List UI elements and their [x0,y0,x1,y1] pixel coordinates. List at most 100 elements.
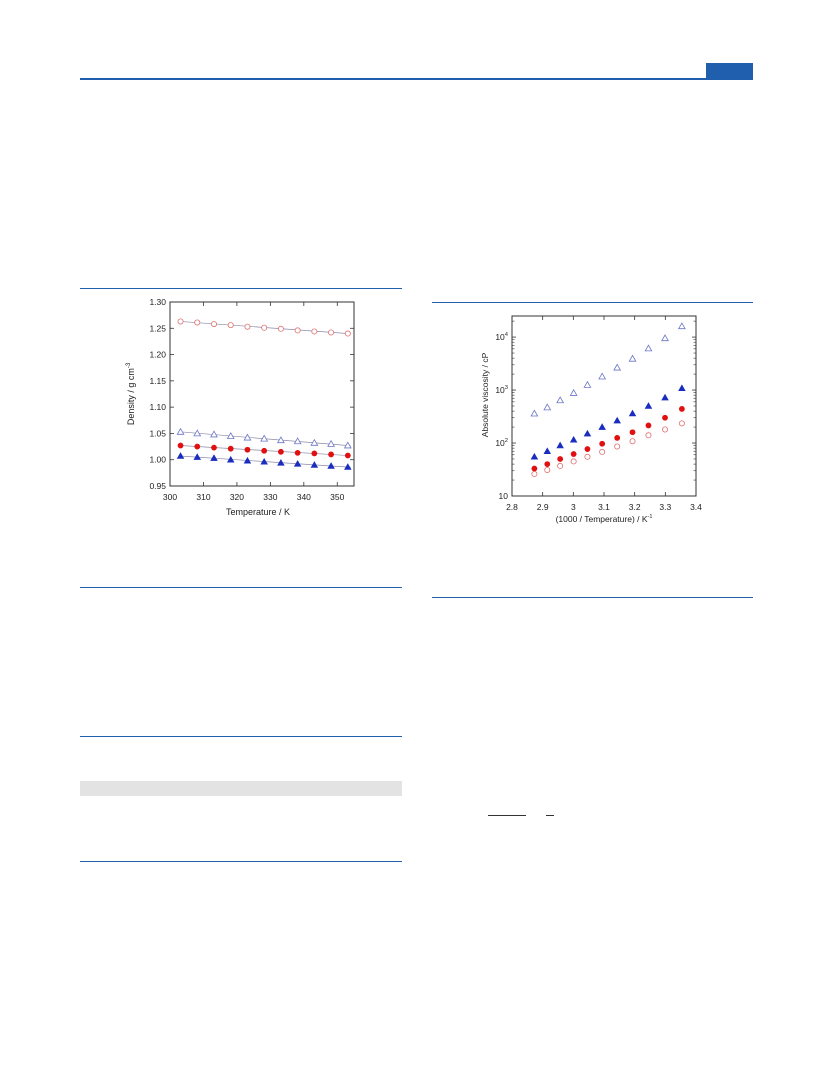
viscosity-y-tick-label: 104 [495,332,508,342]
density-data-point [193,453,202,460]
density-data-point [227,445,234,452]
viscosity-data-point [570,451,577,457]
viscosity-data-point [644,344,653,352]
density-data-point [194,319,201,326]
viscosity-data-point [544,461,551,468]
equation-fraction-bar [488,815,526,816]
density-x-tick-label: 310 [196,492,210,502]
density-data-point [261,324,268,331]
density-data-point [177,442,184,449]
viscosity-data-point [661,334,669,342]
density-data-point [277,459,285,466]
density-y-tick-label: 0.95 [149,481,166,491]
viscosity-plot-frame [511,315,697,497]
viscosity-data-point [583,380,592,388]
density-data-point [278,448,284,455]
viscosity-data-point [569,388,578,396]
table-top-rule [80,736,402,737]
viscosity-y-tick-label: 102 [495,438,508,448]
viscosity-data-point [557,462,564,469]
density-data-point [244,446,251,453]
density-data-point [194,443,201,450]
density-data-point [293,437,302,445]
viscosity-data-point [598,372,607,380]
viscosity-data-point [543,403,552,411]
viscosity-x-tick-label: 2.9 [537,502,549,512]
viscosity-data-point [613,416,621,424]
density-data-point [244,323,251,330]
viscosity-data-point [661,393,669,401]
density-data-point [277,325,284,332]
viscosity-data-point [662,426,669,433]
density-x-tick-label: 330 [263,492,277,502]
viscosity-data-point [677,322,686,330]
density-data-point [293,460,302,467]
viscosity-data-point [569,435,578,443]
viscosity-x-tick-label: 2.8 [506,502,518,512]
viscosity-data-point [599,448,606,455]
viscosity-data-point [678,420,685,427]
viscosity-y-axis-label: Absolute viscosity / cP [480,352,490,437]
density-data-point [260,457,268,465]
viscosity-data-point [556,396,565,404]
density-data-point [294,449,301,456]
viscosity-data-point [628,409,637,417]
figure-1-top-rule [80,288,402,289]
viscosity-data-point [614,434,621,441]
viscosity-data-point [629,429,636,436]
density-data-point [176,427,185,435]
figure-1-bottom-rule [80,587,402,588]
density-y-tick-label: 1.00 [149,455,166,465]
viscosity-data-point [557,456,564,462]
density-x-tick-label: 340 [297,492,311,502]
density-data-point [276,436,285,444]
density-data-point [328,451,334,458]
density-x-tick-label: 320 [230,492,244,502]
density-x-tick-label: 350 [330,492,344,502]
density-data-point [226,432,235,439]
viscosity-data-point [530,409,539,417]
density-x-tick-label: 300 [163,492,177,502]
figure-2-top-rule [432,302,753,303]
viscosity-data-point [556,441,564,449]
viscosity-x-tick-label: 3.3 [659,502,671,512]
density-data-point [328,329,335,336]
viscosity-data-point [628,354,637,362]
viscosity-data-point [629,438,636,445]
density-data-point [210,321,217,328]
density-data-point [260,434,269,442]
viscosity-data-point [645,422,652,429]
viscosity-data-point [614,443,621,450]
density-y-tick-label: 1.30 [149,297,166,307]
viscosity-data-point [598,423,606,430]
density-data-point [227,322,234,329]
density-data-point [310,461,319,468]
density-data-point [327,439,336,447]
density-data-point [210,454,218,461]
density-data-point [193,429,202,437]
header-tab [706,63,753,78]
viscosity-data-point [613,363,622,371]
density-data-point [344,463,352,470]
header-rule [80,78,753,80]
viscosity-data-point [678,384,686,392]
equation-fraction-bar-short [546,815,554,816]
density-data-point [310,438,319,446]
viscosity-data-point [584,453,591,460]
viscosity-data-point [531,465,538,472]
density-data-point [226,455,235,463]
density-y-tick-label: 1.20 [149,350,166,360]
viscosity-data-point [662,414,668,421]
viscosity-data-point [584,446,591,452]
viscosity-y-tick-label: 103 [495,385,508,395]
density-y-tick-label: 1.05 [149,428,166,438]
figure-2-bottom-rule [432,597,753,598]
density-data-point [311,450,318,457]
viscosity-data-point [544,466,551,473]
viscosity-data-point [570,458,577,465]
viscosity-x-tick-label: 3.1 [598,502,610,512]
density-data-point [211,444,217,451]
viscosity-data-point [543,447,552,454]
